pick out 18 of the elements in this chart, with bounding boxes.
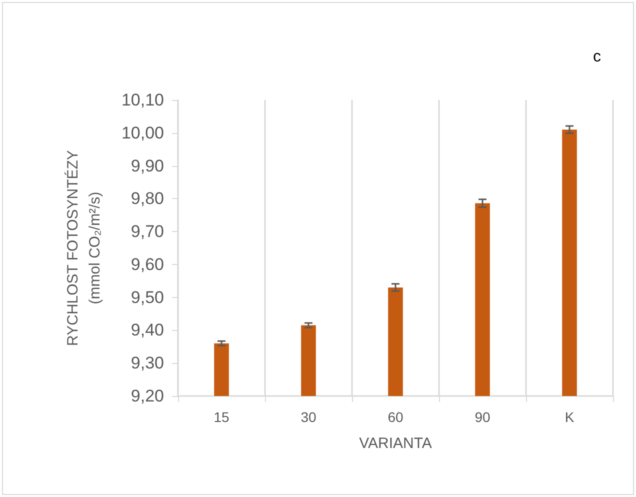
y-tick-label: 9,80 <box>130 189 164 208</box>
y-tick-label: 9,70 <box>130 222 164 242</box>
y-tick-label: 9,20 <box>130 386 164 406</box>
x-tick-label: 60 <box>388 409 404 425</box>
y-tick-label: 9,40 <box>130 320 164 340</box>
x-tick-label: 30 <box>300 409 316 425</box>
x-tick-label: 15 <box>214 409 230 425</box>
x-tick-label: K <box>564 409 575 425</box>
x-tick-label: 90 <box>474 409 490 425</box>
y-tick-label: 9,50 <box>130 288 164 307</box>
y-tick-label: 9,60 <box>130 254 164 274</box>
x-axis-title: VARIANTA <box>359 435 432 452</box>
text: c <box>593 48 601 66</box>
y-tick-label: 10,00 <box>121 123 164 142</box>
y-axis-title: RYCHLOST FOTOSYNTÉZY (mmol CO₂/m²/s) <box>64 150 104 346</box>
y-tick-label: 9,30 <box>130 354 164 373</box>
y-tick-label: 9,90 <box>130 156 164 176</box>
y-tick-label: 10,10 <box>121 90 164 110</box>
